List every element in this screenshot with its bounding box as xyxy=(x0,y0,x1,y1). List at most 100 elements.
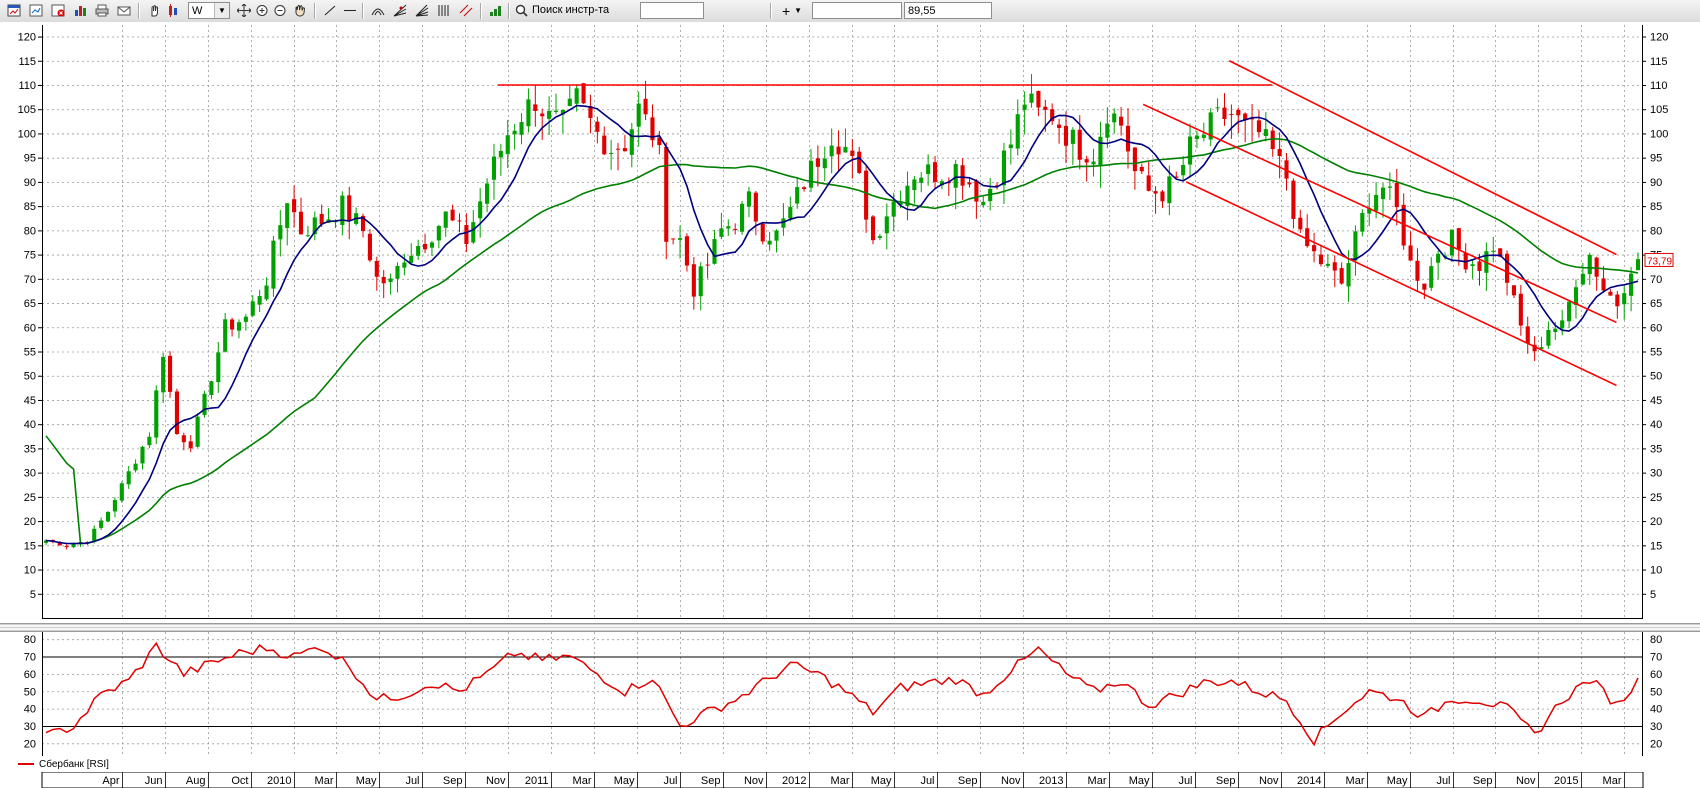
horizontal-line-icon[interactable] xyxy=(340,2,360,19)
rsi-tick-label: 40 xyxy=(1650,704,1662,716)
candle-body xyxy=(436,225,441,241)
candle-body xyxy=(705,264,710,266)
gann-fan-icon[interactable] xyxy=(412,2,432,19)
trend-lines[interactable] xyxy=(497,60,1617,387)
move-cross-icon[interactable] xyxy=(234,2,254,19)
candle-body xyxy=(540,113,545,117)
candle-body xyxy=(1318,254,1324,265)
candle-body xyxy=(1146,175,1151,191)
price-tick-label: 25 xyxy=(1650,492,1662,504)
toolbar: W ▼ Поиск инстр-та xyxy=(0,0,1700,23)
price-tick-label: 25 xyxy=(24,492,36,504)
chevron-down-icon[interactable]: ▼ xyxy=(214,3,229,18)
candle-body xyxy=(1422,283,1427,290)
candle-body xyxy=(112,500,117,512)
trend-line-icon[interactable] xyxy=(320,2,340,19)
rsi-tick-label: 60 xyxy=(1650,669,1662,681)
candle-body xyxy=(1305,228,1310,247)
candle-body xyxy=(1449,229,1454,256)
price-tick-label: 10 xyxy=(1650,565,1662,577)
search-instrument-button[interactable]: Поиск инстр-та xyxy=(512,2,640,19)
candle-body xyxy=(202,393,207,415)
candle-body xyxy=(1532,344,1537,352)
price-value: 89,55 xyxy=(908,4,936,17)
candle-body xyxy=(464,225,469,245)
candle-body xyxy=(602,135,607,155)
candle-body xyxy=(1091,161,1096,165)
rsi-chart[interactable]: 80 80 70 70 60 60 50 50 40 40 30 30 20 20 xyxy=(0,632,1700,756)
candle-body xyxy=(1601,278,1606,291)
new-chart-icon[interactable] xyxy=(26,2,46,19)
candle-body xyxy=(409,255,414,263)
rsi-tick-label: 50 xyxy=(1650,686,1662,698)
candle-body xyxy=(760,223,765,242)
close-chart-icon[interactable] xyxy=(48,2,68,19)
zoom-in-icon[interactable] xyxy=(252,2,272,19)
candle-body xyxy=(629,129,634,155)
time-axis: Apr Jun Aug Oct 2010 Mar May Jul Sep Nov 2011 Mar Ma… xyxy=(41,772,1644,788)
candle-body xyxy=(891,201,896,217)
crosshair-button[interactable]: + ▼ xyxy=(776,2,808,19)
candle-body xyxy=(995,185,1000,187)
candle-body xyxy=(298,211,304,235)
candle-body xyxy=(533,104,538,111)
price-tick-label: 60 xyxy=(1650,322,1662,334)
candle-body xyxy=(181,435,186,443)
candle-body xyxy=(1160,191,1165,202)
bar-chart-icon[interactable] xyxy=(70,2,90,19)
chart-background xyxy=(0,22,1700,623)
indicator-icon[interactable] xyxy=(486,2,506,19)
time-tick-label: 2015 xyxy=(1554,775,1578,787)
candle-body xyxy=(884,216,889,234)
candle-body xyxy=(926,164,931,175)
candle-body xyxy=(1277,148,1282,156)
price-tick-label: 95 xyxy=(24,153,36,165)
pane-splitter[interactable] xyxy=(0,623,1700,632)
candle-body xyxy=(285,203,290,228)
candle-body xyxy=(795,187,800,204)
price-tick-label: 60 xyxy=(24,322,36,334)
print-icon[interactable] xyxy=(92,2,112,19)
fan-tool-icon[interactable] xyxy=(390,2,410,19)
chart-window-icon[interactable] xyxy=(4,2,24,19)
period-select[interactable]: W ▼ xyxy=(188,2,230,19)
time-tick-label: May xyxy=(871,775,892,787)
time-labels: Apr Jun Aug Oct 2010 Mar May Jul Sep Nov 2011 Mar Ma… xyxy=(102,772,1625,788)
price-tick-label: 30 xyxy=(24,468,36,480)
candle-body xyxy=(105,511,111,522)
candle-body xyxy=(753,192,758,222)
candle-body xyxy=(1263,129,1268,137)
candle-body xyxy=(677,238,683,240)
candle-body xyxy=(416,246,421,256)
time-tick-label: Oct xyxy=(231,775,248,787)
price-tick-label: 85 xyxy=(1650,201,1662,213)
candle-body xyxy=(457,220,462,222)
candle-body xyxy=(1243,113,1248,121)
pointer-hand-icon[interactable] xyxy=(144,2,164,19)
candle-body xyxy=(161,356,166,393)
arc-tool-icon[interactable] xyxy=(368,2,388,19)
hand-icon[interactable] xyxy=(290,2,310,19)
time-tick-label: Jul xyxy=(405,775,419,787)
time-tick-label: Nov xyxy=(1516,775,1536,787)
candle-body xyxy=(271,240,276,289)
time-field[interactable] xyxy=(812,2,902,19)
price-tick-label: 15 xyxy=(1650,540,1662,552)
search-input[interactable] xyxy=(640,2,704,19)
candles-icon[interactable] xyxy=(164,2,184,19)
price-field[interactable]: 89,55 xyxy=(904,2,992,19)
vertical-lines-icon[interactable] xyxy=(434,2,454,19)
slow-moving-average-line xyxy=(45,138,1639,545)
price-tick-label: 105 xyxy=(1650,104,1668,116)
channel-icon[interactable] xyxy=(456,2,476,19)
price-tick-label: 120 xyxy=(18,32,36,44)
time-tick-label: 2013 xyxy=(1039,775,1063,787)
time-tick-label: Mar xyxy=(1603,775,1622,787)
candle-body xyxy=(1622,293,1627,305)
candle-body xyxy=(1077,129,1082,160)
envelope-icon[interactable] xyxy=(114,2,134,19)
rsi-background xyxy=(0,632,1700,756)
zoom-out-icon[interactable] xyxy=(270,2,290,19)
candle-body xyxy=(1539,347,1544,349)
price-chart[interactable]: 1201151101051009590858075706560555045403… xyxy=(0,22,1700,623)
